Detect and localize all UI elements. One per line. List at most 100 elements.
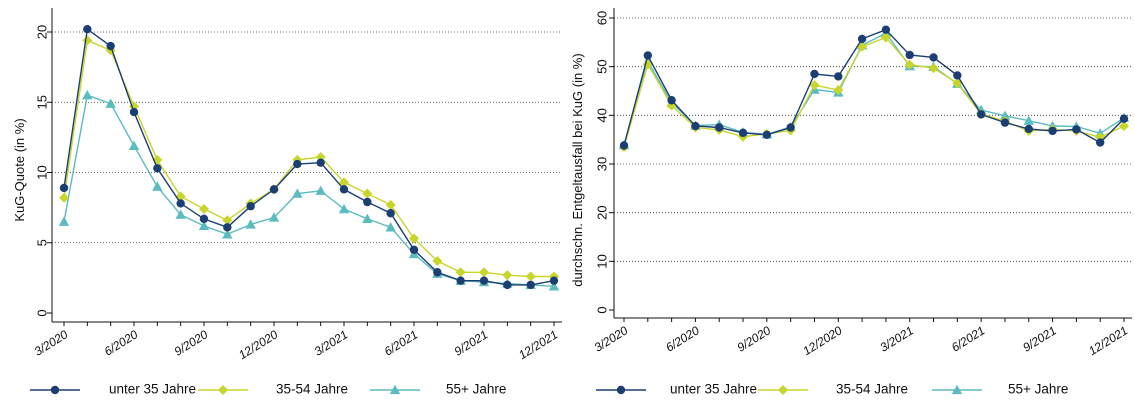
data-point [316,158,325,167]
data-point [245,219,256,229]
data-point [738,128,748,138]
legend-marker [951,384,963,395]
data-point [455,267,466,278]
y-tick-label: 20 [594,205,609,219]
series-3 [58,90,560,291]
legend-marker [218,385,228,395]
data-point [999,110,1011,120]
data-point [479,276,489,285]
data-point [409,233,419,244]
legend-item: 35-54 Jahre [198,382,348,397]
series-line [63,94,555,287]
data-point [362,213,373,224]
data-point [810,69,819,79]
x-tick-label: 12/2021 [1086,323,1130,358]
x-tick-label: 9/2021 [452,327,491,358]
data-point [83,24,92,34]
x-tick-label: 6/2021 [382,327,421,358]
series-1 [619,25,1129,150]
data-point [762,130,772,139]
data-point [1119,114,1129,123]
data-point [292,188,303,198]
data-point [59,183,69,193]
y-axis-title: KuG-Quote (in %) [12,118,27,221]
legend-item: 35-54 Jahre [758,382,908,397]
data-point [198,220,210,231]
data-point [1119,121,1129,132]
legend-item: 55+ Jahre [932,382,1068,397]
data-point [409,245,419,254]
x-tick-label: 6/2020 [102,327,141,358]
data-point [385,222,396,232]
data-point [1000,118,1010,127]
data-point [691,121,700,131]
data-point [386,209,395,218]
data-point [82,35,93,46]
x-tick-label: 6/2020 [663,323,702,354]
data-point [619,141,629,150]
x-tick-label: 9/2020 [172,327,211,358]
data-point [152,181,163,191]
data-point [456,276,465,285]
data-point [1048,126,1057,136]
data-point [953,71,962,80]
legend-label: 55+ Jahre [1008,382,1068,397]
data-point [432,256,443,267]
data-point [82,90,93,100]
data-point [525,271,536,282]
series-2 [59,35,559,282]
data-point [293,159,302,169]
data-point [643,51,653,60]
data-point [153,164,162,173]
y-tick-label: 30 [594,157,609,171]
x-tick-label: 3/2021 [877,323,916,354]
data-point [809,80,820,91]
y-tick-label: 10 [34,165,49,179]
data-point [339,177,349,188]
legend: unter 35 Jahre 35-54 Jahre 55+ Jahre [30,382,506,397]
data-point [976,110,986,119]
data-point [315,185,326,195]
x-tick-label: 9/2020 [735,323,774,354]
data-point [1023,115,1034,125]
legend-label: unter 35 Jahre [109,382,196,397]
data-point [904,59,915,70]
data-point [269,185,279,194]
data-point [222,229,233,239]
x-tick-label: 3/2021 [312,327,351,358]
series-1 [59,24,559,290]
data-point [526,280,535,290]
x-tick-label: 6/2021 [949,323,988,354]
data-point [549,276,559,285]
data-point [199,204,209,215]
data-point [503,280,512,290]
data-point [105,98,116,108]
x-tick-label: 12/2021 [516,327,560,362]
legend-label: 35-54 Jahre [276,382,348,397]
y-tick-label: 15 [34,95,49,109]
data-point [881,25,891,34]
data-point [175,209,186,219]
data-point [1095,138,1105,147]
x-tick-label: 12/2020 [236,327,280,362]
data-point [222,215,233,226]
data-point [433,268,442,277]
data-point [1024,124,1033,134]
data-point [857,34,867,44]
legend-marker [389,384,401,395]
data-point [479,267,489,278]
y-tick-label: 20 [34,25,49,39]
series-line [623,28,1125,146]
data-point [905,50,914,60]
y-tick-label: 10 [594,254,609,268]
data-point [199,214,209,224]
y-tick-label: 40 [594,108,609,122]
legend-item: unter 35 Jahre [596,382,757,397]
data-point [129,107,139,117]
data-point [339,185,349,194]
data-point [128,140,140,150]
x-tick-label: 9/2021 [1020,323,1059,354]
y-tick-label: 60 [594,11,609,25]
series-line [63,39,554,278]
